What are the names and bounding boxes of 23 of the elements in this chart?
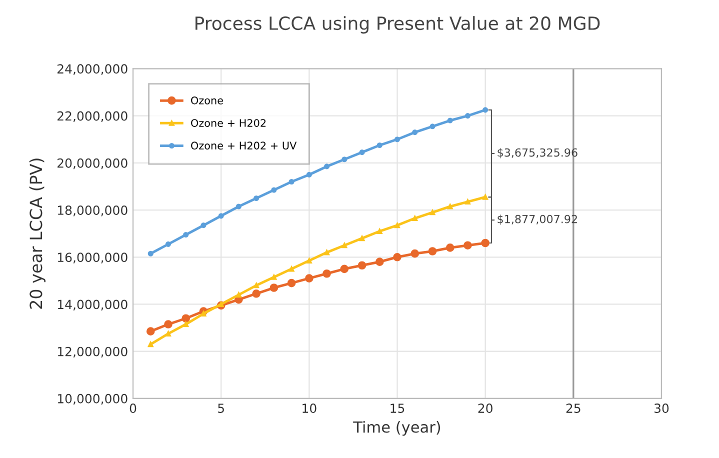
x-tick-label: 10 (302, 404, 316, 413)
x-tick-label: 0 (130, 404, 136, 413)
y-tick-label: 14,000,000 (58, 300, 128, 310)
legend-label: Ozone + H202 (191, 119, 266, 127)
x-tick-label: 5 (218, 404, 224, 413)
y-axis-title: 20 year LCCA (PV) (29, 158, 46, 309)
annotation: $1,877,007.92 (498, 214, 577, 225)
y-tick-label: 24,000,000 (58, 64, 128, 75)
chart-title: Process LCCA using Present Value at 20 MGD (196, 16, 600, 34)
x-axis-title: Time (year) (353, 420, 440, 436)
x-tick-label: 20 (478, 404, 492, 413)
y-tick-label: 18,000,000 (58, 205, 128, 216)
annotation: $3,675,325.96 (498, 148, 578, 158)
legend-label: Ozone + H202 + UV (191, 142, 297, 150)
y-tick-label: 22,000,000 (58, 111, 128, 122)
y-tick-label: 10,000,000 (58, 394, 128, 405)
y-tick-label: 20,000,000 (58, 158, 128, 170)
x-tick-label: 25 (566, 404, 580, 413)
x-tick-label: 15 (390, 404, 404, 413)
y-tick-label: 12,000,000 (58, 346, 128, 358)
legend-label: Ozone (191, 96, 223, 104)
y-tick-label: 16,000,000 (58, 252, 128, 264)
x-tick-label: 30 (654, 404, 669, 413)
